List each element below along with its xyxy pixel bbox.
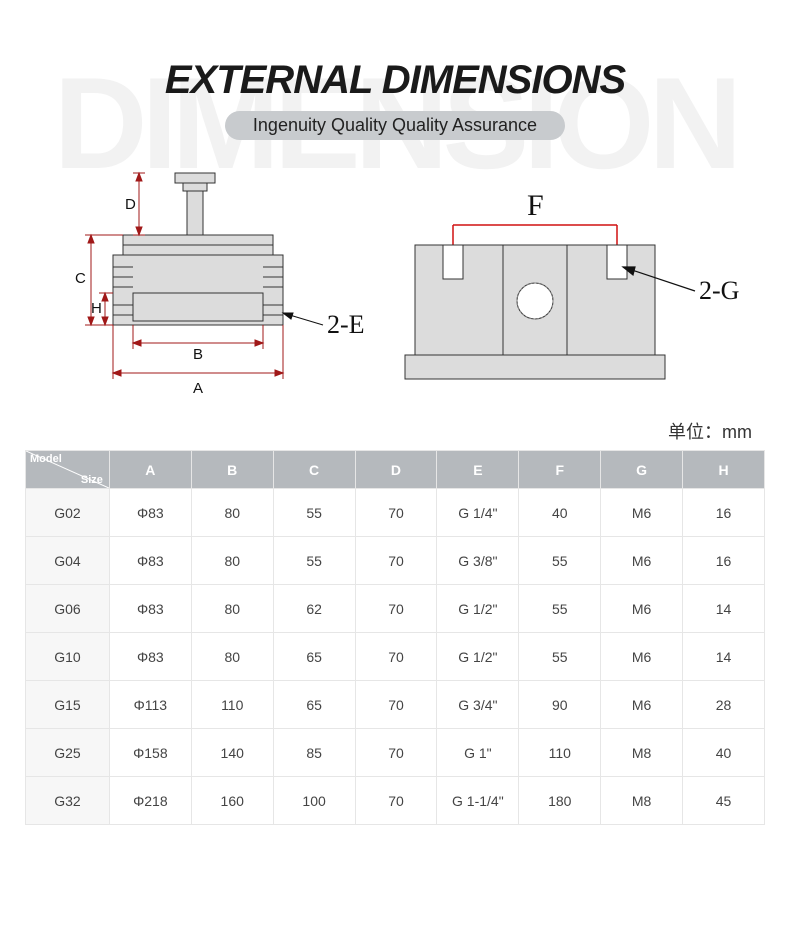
data-cell: Φ83 bbox=[109, 585, 191, 633]
data-cell: 14 bbox=[683, 633, 765, 681]
data-cell: 80 bbox=[191, 537, 273, 585]
data-cell: 180 bbox=[519, 777, 601, 825]
data-cell: 65 bbox=[273, 633, 355, 681]
data-cell: 45 bbox=[683, 777, 765, 825]
corner-bottom-label: Size bbox=[81, 474, 103, 486]
diagrams-row: D C H B A 2-E F bbox=[35, 160, 755, 410]
diagram-left: D C H B A 2-E bbox=[35, 165, 375, 410]
data-cell: 85 bbox=[273, 729, 355, 777]
data-cell: 110 bbox=[519, 729, 601, 777]
page-title: EXTERNAL DIMENSIONS bbox=[0, 58, 790, 103]
data-cell: M6 bbox=[601, 537, 683, 585]
data-cell: 55 bbox=[519, 633, 601, 681]
table-body: G02Φ83805570G 1/4"40M616G04Φ83805570G 3/… bbox=[26, 489, 765, 825]
dim-label-F: F bbox=[527, 189, 544, 222]
data-cell: G 3/8" bbox=[437, 537, 519, 585]
data-cell: Φ113 bbox=[109, 681, 191, 729]
col-header-D: D bbox=[355, 451, 437, 489]
table-row: G32Φ21816010070G 1-1/4"180M845 bbox=[26, 777, 765, 825]
data-cell: 55 bbox=[273, 489, 355, 537]
data-cell: M8 bbox=[601, 777, 683, 825]
data-cell: 70 bbox=[355, 681, 437, 729]
data-cell: M8 bbox=[601, 729, 683, 777]
data-cell: 160 bbox=[191, 777, 273, 825]
model-cell: G06 bbox=[26, 585, 110, 633]
data-cell: 55 bbox=[519, 537, 601, 585]
dimensions-table: Model Size ABCDEFGH G02Φ83805570G 1/4"40… bbox=[25, 450, 765, 825]
data-cell: M6 bbox=[601, 633, 683, 681]
data-cell: 70 bbox=[355, 729, 437, 777]
data-cell: 55 bbox=[273, 537, 355, 585]
data-cell: Φ158 bbox=[109, 729, 191, 777]
data-cell: 70 bbox=[355, 633, 437, 681]
dim-label-D: D bbox=[125, 196, 136, 213]
callout-2E: 2-E bbox=[327, 310, 365, 339]
col-header-H: H bbox=[683, 451, 765, 489]
col-header-B: B bbox=[191, 451, 273, 489]
table-row: G15Φ1131106570G 3/4"90M628 bbox=[26, 681, 765, 729]
data-cell: G 1/4" bbox=[437, 489, 519, 537]
data-cell: Φ83 bbox=[109, 633, 191, 681]
data-cell: 14 bbox=[683, 585, 765, 633]
data-cell: 80 bbox=[191, 585, 273, 633]
data-cell: G 1" bbox=[437, 729, 519, 777]
data-cell: 70 bbox=[355, 777, 437, 825]
table-header-row: Model Size ABCDEFGH bbox=[26, 451, 765, 489]
dim-label-B: B bbox=[193, 346, 203, 363]
dim-label-A: A bbox=[193, 380, 203, 397]
table-row: G04Φ83805570G 3/8"55M616 bbox=[26, 537, 765, 585]
data-cell: G 1/2" bbox=[437, 585, 519, 633]
data-cell: Φ83 bbox=[109, 489, 191, 537]
data-cell: Φ83 bbox=[109, 537, 191, 585]
data-cell: G 3/4" bbox=[437, 681, 519, 729]
data-cell: 16 bbox=[683, 537, 765, 585]
callout-2G: 2-G bbox=[699, 276, 739, 305]
col-header-F: F bbox=[519, 451, 601, 489]
table-row: G06Φ83806270G 1/2"55M614 bbox=[26, 585, 765, 633]
data-cell: 90 bbox=[519, 681, 601, 729]
table-row: G10Φ83806570G 1/2"55M614 bbox=[26, 633, 765, 681]
unit-label: 单位：mm bbox=[0, 418, 752, 444]
data-cell: 16 bbox=[683, 489, 765, 537]
model-cell: G25 bbox=[26, 729, 110, 777]
table-row: G25Φ1581408570G 1"110M840 bbox=[26, 729, 765, 777]
corner-top-label: Model bbox=[30, 453, 62, 465]
data-cell: 140 bbox=[191, 729, 273, 777]
data-cell: 110 bbox=[191, 681, 273, 729]
data-cell: 40 bbox=[683, 729, 765, 777]
model-cell: G15 bbox=[26, 681, 110, 729]
data-cell: M6 bbox=[601, 585, 683, 633]
table-row: G02Φ83805570G 1/4"40M616 bbox=[26, 489, 765, 537]
table-corner-cell: Model Size bbox=[26, 451, 110, 489]
data-cell: 80 bbox=[191, 489, 273, 537]
data-cell: 40 bbox=[519, 489, 601, 537]
data-cell: M6 bbox=[601, 489, 683, 537]
data-cell: M6 bbox=[601, 681, 683, 729]
data-cell: G 1/2" bbox=[437, 633, 519, 681]
col-header-A: A bbox=[109, 451, 191, 489]
model-cell: G32 bbox=[26, 777, 110, 825]
col-header-G: G bbox=[601, 451, 683, 489]
subtitle-pill: Ingenuity Quality Quality Assurance bbox=[225, 111, 565, 140]
data-cell: 70 bbox=[355, 537, 437, 585]
col-header-E: E bbox=[437, 451, 519, 489]
data-cell: 65 bbox=[273, 681, 355, 729]
dim-label-C: C bbox=[75, 270, 86, 287]
model-cell: G04 bbox=[26, 537, 110, 585]
data-cell: 70 bbox=[355, 585, 437, 633]
data-cell: 28 bbox=[683, 681, 765, 729]
model-cell: G10 bbox=[26, 633, 110, 681]
data-cell: Φ218 bbox=[109, 777, 191, 825]
data-cell: 100 bbox=[273, 777, 355, 825]
diagram-right: F 2-G bbox=[385, 185, 755, 410]
data-cell: 62 bbox=[273, 585, 355, 633]
data-cell: 70 bbox=[355, 489, 437, 537]
model-cell: G02 bbox=[26, 489, 110, 537]
dim-label-H: H bbox=[91, 300, 102, 317]
data-cell: G 1-1/4" bbox=[437, 777, 519, 825]
data-cell: 55 bbox=[519, 585, 601, 633]
col-header-C: C bbox=[273, 451, 355, 489]
data-cell: 80 bbox=[191, 633, 273, 681]
